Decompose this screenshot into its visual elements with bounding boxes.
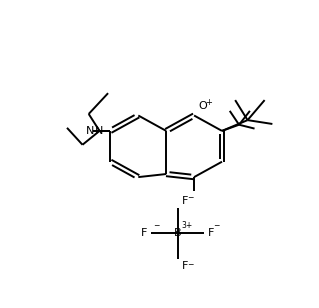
Text: 3+: 3+ (182, 221, 193, 230)
Text: F: F (182, 261, 188, 271)
Text: −: − (187, 193, 194, 203)
Text: F: F (141, 228, 148, 238)
Text: −: − (153, 221, 160, 230)
Text: N: N (95, 126, 104, 136)
Text: F: F (208, 228, 214, 238)
Text: B: B (174, 228, 182, 238)
Text: −: − (213, 221, 220, 230)
Text: O: O (199, 101, 207, 111)
Text: N: N (86, 126, 94, 136)
Text: +: + (205, 98, 212, 107)
Text: F: F (182, 196, 188, 206)
Text: −: − (187, 260, 194, 269)
